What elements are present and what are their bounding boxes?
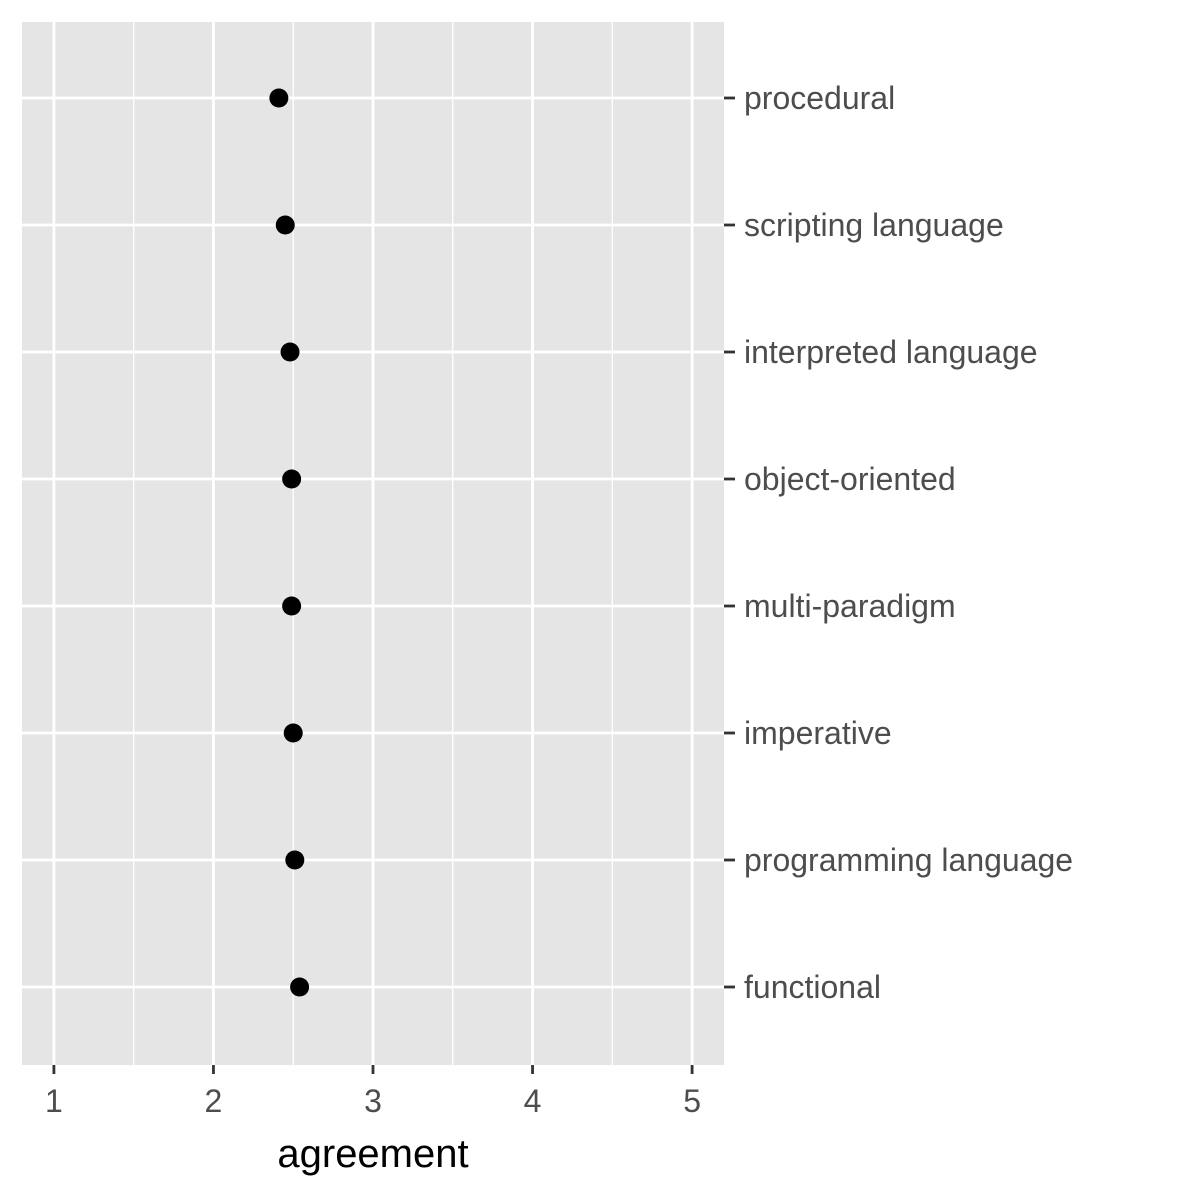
data-points — [269, 88, 310, 997]
x-tick-label: 4 — [524, 1083, 542, 1119]
data-point — [269, 88, 289, 108]
x-tick-label: 5 — [683, 1083, 701, 1119]
x-tick-label: 2 — [205, 1083, 223, 1119]
y-axis-ticks: procedural scripting language interpreted … — [724, 80, 1073, 1005]
y-tick-label: functional — [744, 969, 881, 1005]
x-axis-ticks: 1 2 3 4 5 — [45, 1065, 701, 1119]
y-tick-label: imperative — [744, 715, 892, 751]
data-point — [282, 596, 302, 616]
y-tick-label: object-oriented — [744, 461, 956, 497]
minor-gridlines — [133, 22, 613, 1065]
x-axis-title: agreement — [277, 1132, 468, 1176]
data-point — [290, 977, 310, 997]
y-tick-label: scripting language — [744, 207, 1004, 243]
data-point — [283, 723, 303, 743]
data-point — [280, 342, 300, 362]
data-point — [282, 469, 302, 489]
x-tick-label: 1 — [45, 1083, 63, 1119]
x-tick-label: 3 — [364, 1083, 382, 1119]
data-point — [275, 215, 295, 235]
y-tick-label: interpreted language — [744, 334, 1038, 370]
major-gridlines-y — [22, 96, 724, 989]
y-tick-label: multi-paradigm — [744, 588, 956, 624]
major-gridlines-x — [52, 22, 694, 1065]
y-tick-label: programming language — [744, 842, 1073, 878]
data-point — [285, 850, 305, 870]
y-tick-label: procedural — [744, 80, 895, 116]
